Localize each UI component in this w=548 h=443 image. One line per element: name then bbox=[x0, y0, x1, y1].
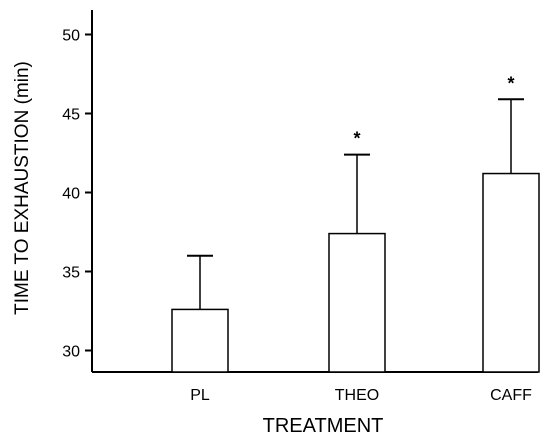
significance-markers: ** bbox=[353, 73, 514, 148]
significance-marker: * bbox=[507, 73, 514, 93]
y-axis-label: TIME TO EXHAUSTION (min) bbox=[12, 61, 33, 315]
bars bbox=[171, 172, 540, 373]
significance-marker: * bbox=[353, 129, 360, 149]
y-tick-label: 45 bbox=[62, 107, 80, 124]
x-tick-label: THEO bbox=[335, 387, 379, 404]
y-tick-label: 30 bbox=[62, 344, 80, 361]
y-ticks: 30 35 40 45 50 bbox=[62, 28, 92, 361]
x-axis-label: TREATMENT bbox=[263, 415, 384, 437]
y-tick-label: 40 bbox=[62, 186, 80, 203]
bar-caff bbox=[482, 172, 540, 373]
bar-pl bbox=[171, 308, 229, 373]
x-tick-label: CAFF bbox=[490, 387, 532, 404]
error-bars bbox=[187, 98, 524, 310]
x-tick-labels: PL THEO CAFF bbox=[190, 387, 532, 404]
bar-theo bbox=[328, 232, 386, 373]
x-tick-label: PL bbox=[190, 387, 210, 404]
axes bbox=[91, 10, 538, 373]
y-tick-label: 35 bbox=[62, 265, 80, 282]
y-tick-label: 50 bbox=[62, 28, 80, 45]
